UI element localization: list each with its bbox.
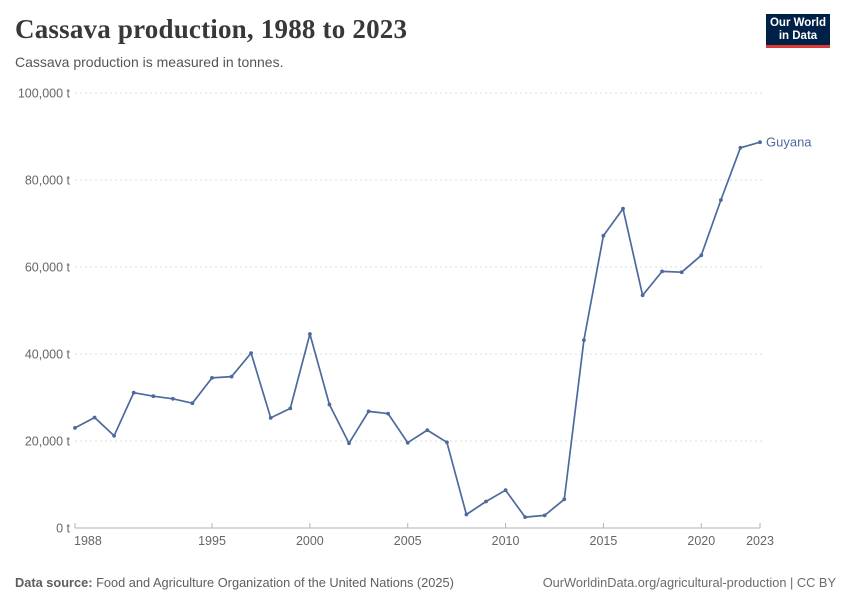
y-tick-label: 60,000 t: [25, 261, 71, 275]
data-point: [171, 396, 175, 401]
owid-logo-line1: Our World: [769, 17, 826, 29]
data-point: [621, 206, 625, 211]
data-point: [288, 406, 293, 411]
data-point: [112, 433, 116, 438]
data-point: [327, 402, 332, 407]
x-tick-label: 2005: [394, 534, 422, 548]
data-point: [249, 351, 254, 355]
x-tick-label: 2023: [746, 534, 774, 548]
data-point: [582, 338, 586, 342]
data-point: [660, 269, 664, 274]
data-point: [503, 488, 508, 493]
owid-logo[interactable]: Our World in Data: [766, 14, 830, 48]
data-point: [190, 401, 195, 406]
x-tick-label: 2020: [687, 534, 715, 548]
x-tick-label: 1988: [74, 534, 102, 548]
data-point: [425, 428, 430, 432]
chart-subtitle: Cassava production is measured in tonnes…: [15, 54, 284, 70]
y-tick-label: 80,000 t: [25, 174, 71, 188]
data-point: [758, 140, 762, 145]
data-point: [464, 512, 469, 517]
series-line[interactable]: [74, 141, 761, 518]
x-tick-label: 2010: [492, 534, 520, 548]
y-tick-label: 20,000 t: [25, 435, 71, 449]
page-title: Cassava production, 1988 to 2023: [15, 14, 408, 44]
data-point: [92, 415, 97, 420]
data-point: [445, 440, 449, 445]
data-point: [268, 416, 273, 420]
chart-footer: Data source: Food and Agriculture Organi…: [15, 575, 836, 590]
data-point: [347, 441, 351, 446]
data-point: [562, 497, 567, 502]
data-point: [699, 253, 704, 258]
data-source-label: Data source:: [15, 575, 93, 590]
x-tick-label: 2015: [590, 534, 618, 548]
x-tick-label: 2000: [296, 534, 324, 548]
data-point: [484, 499, 488, 504]
data-point: [523, 515, 527, 519]
data-source-note: Data source: Food and Agriculture Organi…: [15, 575, 454, 590]
y-tick-label: 0 t: [56, 522, 70, 536]
data-point: [738, 145, 743, 150]
data-point: [229, 374, 234, 379]
series-label[interactable]: Guyana: [766, 135, 812, 150]
owid-logo-line2: in Data: [778, 29, 818, 42]
data-point: [719, 198, 723, 202]
chart-canvas[interactable]: 0 t 20,000 t 40,000 t 60,000 t 80,000 t 100,0…: [0, 80, 850, 560]
data-point: [210, 376, 214, 380]
data-point: [405, 440, 410, 445]
data-point: [542, 513, 547, 518]
data-point: [151, 394, 156, 399]
data-point: [73, 426, 77, 430]
data-point: [640, 293, 645, 298]
data-source-text: Food and Agriculture Organization of the…: [92, 575, 454, 590]
data-point: [386, 411, 390, 416]
data-point: [679, 270, 684, 275]
data-point: [366, 409, 371, 414]
data-point: [308, 332, 312, 336]
y-tick-label: 100,000 t: [18, 87, 71, 101]
y-tick-label: 40,000 t: [25, 348, 71, 362]
owid-link[interactable]: OurWorldinData.org/agricultural-producti…: [542, 575, 836, 590]
data-point: [131, 390, 136, 395]
x-tick-label: 1995: [198, 534, 226, 548]
data-point: [601, 233, 606, 238]
